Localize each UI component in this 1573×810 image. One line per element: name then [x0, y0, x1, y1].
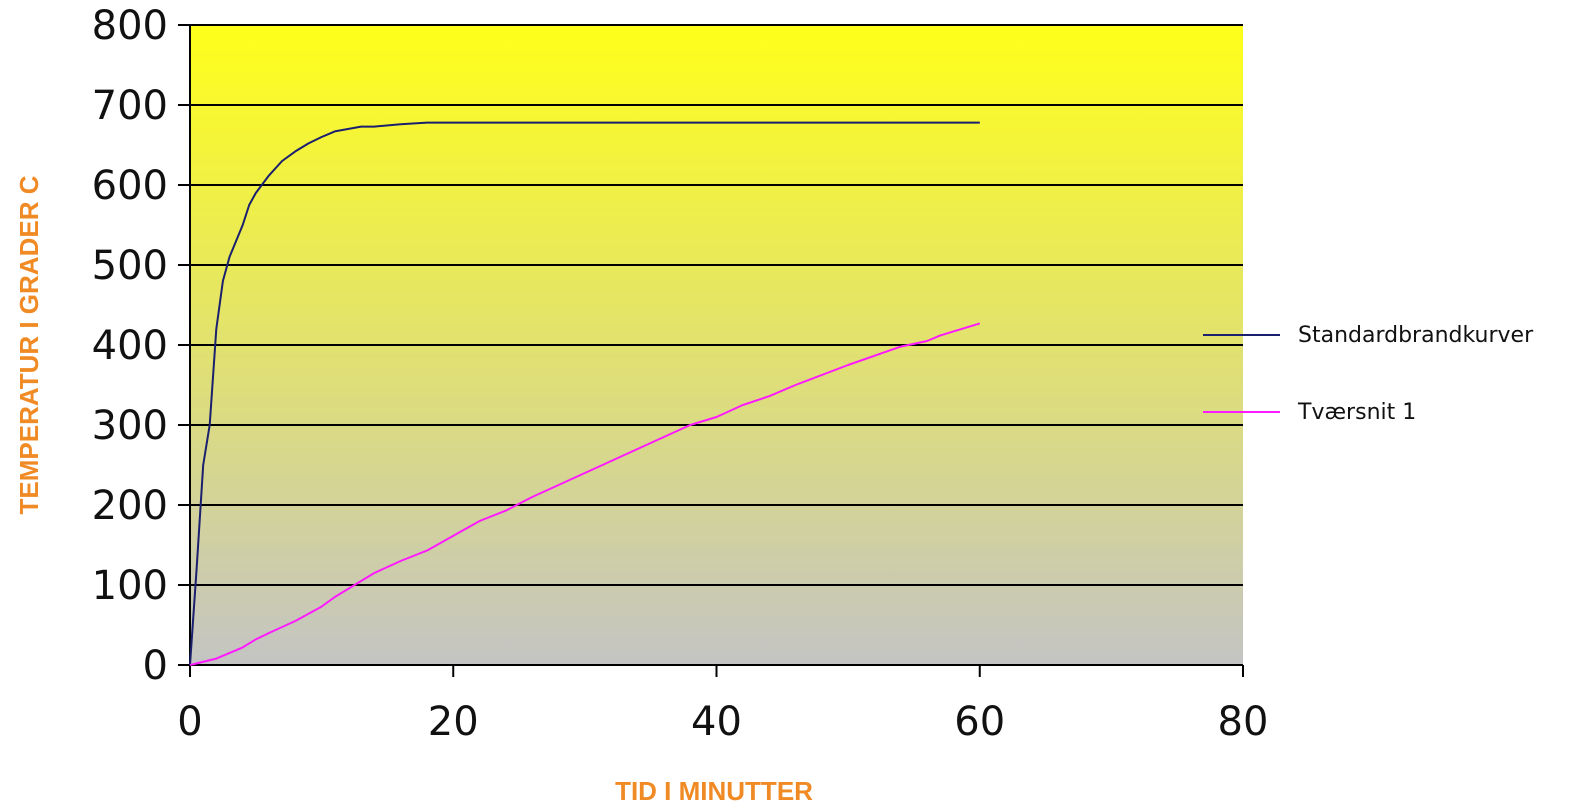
series-lines	[189, 121, 981, 666]
x-tick-label: 80	[1218, 699, 1269, 745]
x-tick-label: 20	[428, 699, 479, 745]
legend-label: Tværsnit 1	[1297, 400, 1416, 425]
y-tick-label: 800	[92, 3, 168, 49]
y-tick-label: 700	[92, 83, 168, 129]
y-tick-label: 300	[92, 403, 168, 449]
legend: Standardbrandkurver Tværsnit 1	[1203, 323, 1534, 425]
y-axis-title: TEMPERATUR I GRADER C	[14, 175, 44, 514]
y-tick-labels: 0 100 200 300 400 500 600 700 800	[92, 3, 168, 689]
y-tick-label: 400	[92, 323, 168, 369]
series-line-2	[189, 322, 981, 666]
x-tick-label: 40	[691, 699, 742, 745]
y-tick-label: 500	[92, 243, 168, 289]
x-tick-labels: 0 20 40 60 80	[177, 699, 1268, 745]
x-axis-title: TID I MINUTTER	[615, 776, 813, 806]
gridlines	[190, 24, 1243, 586]
y-tick-label: 200	[92, 483, 168, 529]
legend-label: Standardbrandkurver	[1298, 323, 1534, 348]
y-tick-label: 100	[92, 563, 168, 609]
y-tick-label: 600	[92, 163, 168, 209]
x-tick-label: 60	[954, 699, 1005, 745]
x-tick-label: 0	[177, 699, 202, 745]
series-line-1	[189, 121, 980, 666]
y-tick-label: 0	[143, 643, 168, 689]
axes	[178, 24, 1244, 677]
